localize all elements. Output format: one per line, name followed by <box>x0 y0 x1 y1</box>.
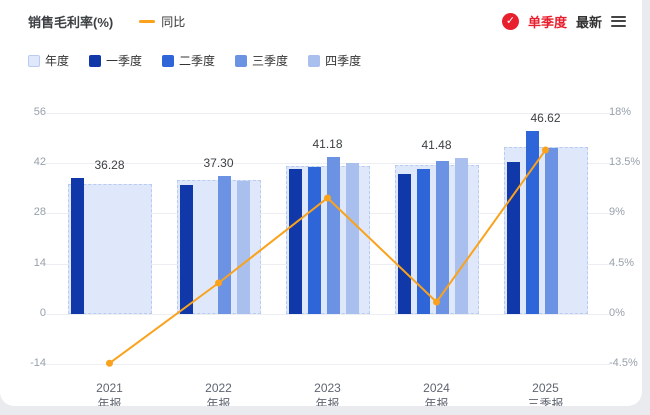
gridline <box>45 364 610 365</box>
annual-value-label: 46.62 <box>530 110 561 125</box>
chart-title: 销售毛利率(%) <box>28 14 114 30</box>
yoy-legend-label: 同比 <box>161 14 186 29</box>
legend-item-annual[interactable]: 年度 <box>28 52 69 69</box>
menu-icon[interactable] <box>611 15 626 27</box>
mode-latest[interactable]: 最新 <box>575 14 602 30</box>
quarter-bar[interactable] <box>307 167 321 314</box>
legend-swatch-q2 <box>162 54 175 67</box>
check-circle-icon: ✓ <box>501 12 519 30</box>
legend-swatch-annual <box>28 54 40 67</box>
x-axis-label: 2021 年报 <box>96 381 123 406</box>
quarter-bar[interactable] <box>288 168 302 314</box>
legend-label-q4: 四季度 <box>325 54 362 68</box>
left-axis-tick: 28 <box>33 206 46 219</box>
legend-item-q3[interactable]: 三季度 <box>235 52 288 69</box>
legend-swatch-q4 <box>308 54 321 67</box>
x-axis-label: 2023 年报 <box>314 381 341 406</box>
quarter-bar[interactable] <box>217 176 231 314</box>
left-axis-tick: 42 <box>33 156 46 169</box>
x-axis-label: 2024 年报 <box>423 381 450 406</box>
left-axis-tick: 0 <box>39 306 46 319</box>
quarter-bar[interactable] <box>525 130 539 314</box>
right-axis-tick: 18% <box>609 106 632 118</box>
annual-value-label: 36.28 <box>94 157 125 172</box>
quarter-bar[interactable] <box>416 169 430 314</box>
mode-single-quarter[interactable]: 单季度 <box>527 14 567 30</box>
legend-swatch-q1 <box>89 54 102 67</box>
gridline <box>45 313 610 315</box>
annual-value-label: 37.30 <box>203 156 234 171</box>
quarter-bar[interactable] <box>397 173 411 314</box>
quarter-bar[interactable] <box>326 157 340 314</box>
chart-legend: 年度 一季度 二季度 三季度 四季度 <box>28 52 361 69</box>
right-axis-tick: 13.5% <box>609 156 641 169</box>
right-axis-tick: 0% <box>609 306 625 319</box>
quarter-bar[interactable] <box>506 162 520 314</box>
quarter-bar[interactable] <box>70 177 84 314</box>
left-axis-tick: 56 <box>33 106 46 118</box>
quarter-bar[interactable] <box>454 158 468 314</box>
quarter-bar[interactable] <box>435 161 449 314</box>
left-axis-tick: 14 <box>33 256 46 269</box>
legend-item-q1[interactable]: 一季度 <box>89 52 142 69</box>
legend-label-annual: 年度 <box>45 54 70 68</box>
legend-item-q4[interactable]: 四季度 <box>308 52 361 69</box>
header-controls: ✓ 单季度 最新 <box>501 12 626 31</box>
yoy-line-swatch <box>139 19 156 23</box>
quarter-bar[interactable] <box>345 162 359 314</box>
legend-label-q1: 一季度 <box>106 54 143 68</box>
legend-swatch-q3 <box>235 54 248 67</box>
gross-margin-chart-card: 销售毛利率(%) 同比 ✓ 单季度 最新 年度 一季度 二季度 三季度 四季度 56 18… <box>0 0 642 406</box>
right-axis-tick: -4.5% <box>609 357 638 369</box>
legend-item-q2[interactable]: 二季度 <box>162 52 215 69</box>
annual-value-label: 41.48 <box>421 138 452 153</box>
x-axis-label: 2022 年报 <box>205 381 232 406</box>
legend-label-q2: 二季度 <box>179 54 216 68</box>
right-axis-tick: 4.5% <box>609 256 635 269</box>
quarter-bar[interactable] <box>544 148 558 314</box>
chart-area: 56 18% 42 13.5% 28 9% 14 4.5% 0 0% -14 -4.5% 36.28 20… <box>30 106 641 406</box>
annual-value-label: 41.18 <box>312 137 343 152</box>
chart-header: 销售毛利率(%) 同比 ✓ 单季度 最新 <box>28 10 626 32</box>
right-axis-tick: 9% <box>609 206 625 219</box>
x-axis-label: 2025 三季报 <box>527 381 564 406</box>
legend-yoy[interactable]: 同比 <box>139 13 185 30</box>
legend-label-q3: 三季度 <box>252 54 289 68</box>
left-axis-tick: -14 <box>30 357 46 369</box>
quarter-bar[interactable] <box>236 181 250 314</box>
gridline <box>45 113 610 114</box>
quarter-bar[interactable] <box>179 185 193 314</box>
